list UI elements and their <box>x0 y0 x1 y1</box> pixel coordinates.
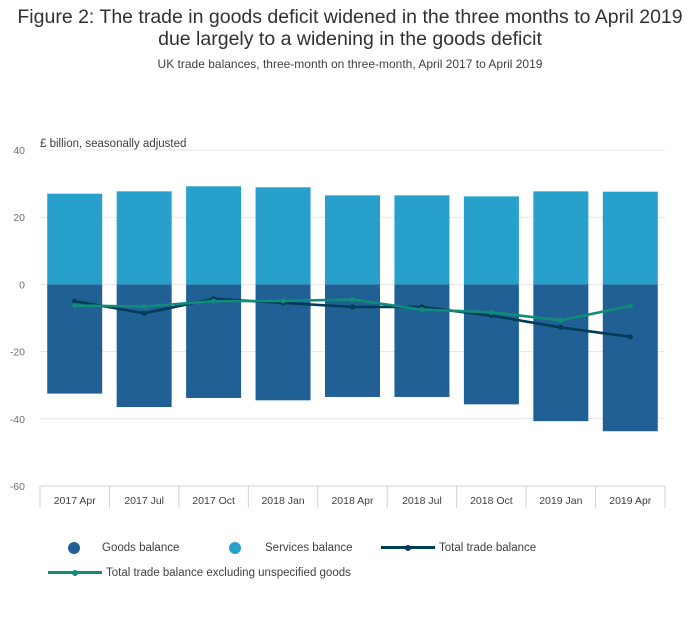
y-axis-label: £ billion, seasonally adjusted <box>40 138 186 150</box>
x-tick-label: 2017 Apr <box>54 495 97 507</box>
total-excl-line-swatch-icon <box>48 566 102 580</box>
point-total-excl <box>419 307 425 313</box>
point-total-excl <box>558 317 564 323</box>
bar-services <box>325 195 380 285</box>
point-total <box>72 298 78 304</box>
bar-services <box>533 191 589 285</box>
legend-label-total-excl: Total trade balance excluding unspecifie… <box>106 567 351 579</box>
y-tick-label: 20 <box>13 212 25 224</box>
y-tick-label: 40 <box>13 145 25 157</box>
point-total-excl <box>349 296 356 303</box>
legend-label-total: Total trade balance <box>439 542 537 554</box>
legend-label-services: Services balance <box>265 542 353 554</box>
legend-item-services: Services balance <box>229 542 353 554</box>
chart-subtitle: UK trade balances, three-month on three-… <box>157 57 543 71</box>
y-tick-label: 0 <box>19 279 25 291</box>
y-tick-label: -40 <box>10 414 25 426</box>
point-total-excl <box>627 303 633 309</box>
point-total <box>558 324 564 331</box>
point-total-excl <box>488 309 494 315</box>
bar-layer <box>47 186 658 432</box>
point-total <box>141 310 147 316</box>
legend-item-total: Total trade balance <box>381 541 536 555</box>
line-layer <box>72 296 633 340</box>
point-total <box>627 334 633 340</box>
x-tick-label: 2019 Apr <box>609 495 652 507</box>
x-tick-label: 2018 Oct <box>470 495 513 507</box>
bar-services <box>255 187 311 285</box>
total-line-swatch-icon <box>381 541 435 555</box>
axis-layer: 40 20 0 -20 -40 -60 2017 Apr 2017 Jul 2017 Oct 20… <box>10 145 666 508</box>
bar-services <box>186 186 242 285</box>
bar-goods <box>463 284 519 405</box>
x-tick-label: 2018 Apr <box>331 495 374 507</box>
bar-goods <box>394 284 450 397</box>
bar-goods <box>533 284 589 422</box>
bar-services <box>47 193 103 285</box>
point-total-excl <box>211 298 217 304</box>
x-tick-label: 2017 Jul <box>124 495 164 507</box>
legend-item-total-excl: Total trade balance excluding unspecifie… <box>48 566 351 580</box>
goods-swatch-icon <box>68 542 80 554</box>
legend-item-goods: Goods balance <box>68 542 179 554</box>
bar-services <box>116 191 172 285</box>
bar-services <box>602 191 658 285</box>
services-swatch-icon <box>229 542 241 554</box>
x-tick-label: 2019 Jan <box>539 495 582 507</box>
chart-title: Figure 2: The trade in goods deficit wid… <box>17 6 683 50</box>
x-tick-label: 2018 Jan <box>261 495 304 507</box>
point-total <box>349 304 356 310</box>
y-tick-label: -20 <box>10 347 25 359</box>
bar-services <box>463 196 519 285</box>
point-total-excl <box>72 302 78 309</box>
x-tick-label: 2017 Oct <box>192 495 235 507</box>
bar-services <box>394 195 450 285</box>
x-tick-label: 2018 Jul <box>402 495 442 507</box>
point-total-excl <box>280 298 286 304</box>
point-total-excl <box>141 303 147 310</box>
y-tick-label: -60 <box>10 481 25 493</box>
bar-goods <box>116 284 172 408</box>
legend-label-goods: Goods balance <box>102 542 180 554</box>
